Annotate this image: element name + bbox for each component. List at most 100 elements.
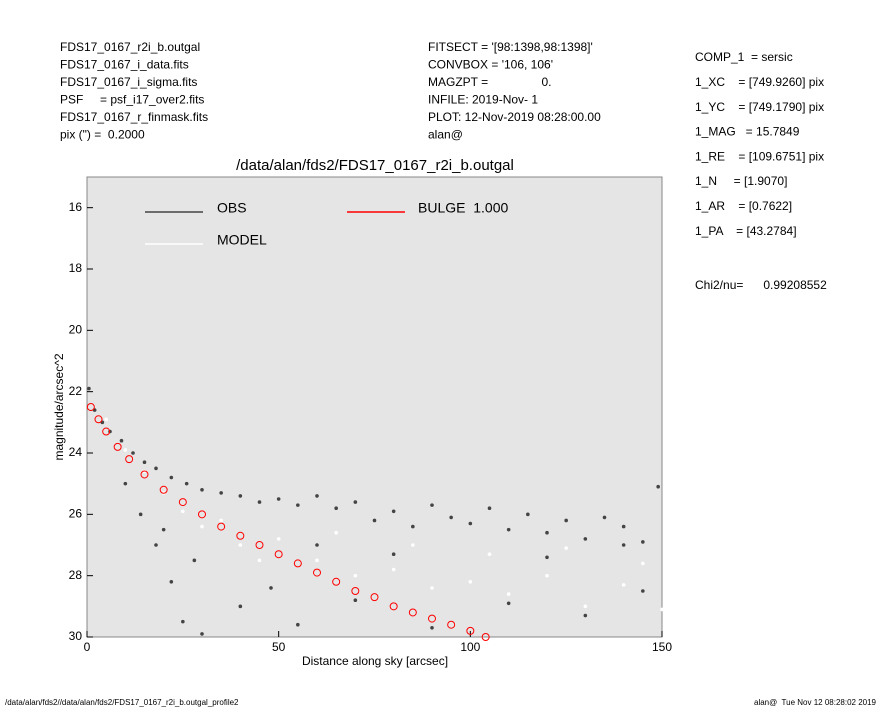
obs-point <box>334 506 338 511</box>
y-tick-label: 24 <box>69 445 83 459</box>
y-tick-label: 16 <box>69 200 83 214</box>
footer-right: alan@ Tue Nov 12 08:28:02 2019 <box>754 698 877 707</box>
obs-point <box>468 521 473 526</box>
bulge-point <box>236 531 245 540</box>
model-point <box>334 530 338 535</box>
model-point <box>181 509 185 514</box>
model-point <box>487 552 492 556</box>
obs-point <box>87 386 91 391</box>
obs-point <box>641 540 645 544</box>
obs-point <box>154 543 158 547</box>
bulge-point <box>198 510 206 519</box>
obs-point <box>621 524 626 529</box>
obs-point <box>353 500 358 504</box>
obs-point <box>564 518 568 523</box>
obs-point <box>526 512 530 517</box>
model-point <box>315 558 319 563</box>
bulge-point <box>447 620 456 629</box>
model-point <box>430 586 434 590</box>
model-point <box>257 558 262 563</box>
header-right-line: 1_AR = [0.7622] <box>695 199 792 213</box>
obs-point <box>238 494 243 498</box>
obs-point <box>487 506 492 511</box>
obs-point <box>131 451 135 455</box>
model-point <box>411 543 415 547</box>
header-right-line: 1_MAG = 15.7849 <box>695 125 800 139</box>
obs-point <box>430 626 434 630</box>
obs-point <box>545 555 549 560</box>
obs-point <box>296 622 300 627</box>
model-point <box>641 561 645 566</box>
model-point <box>200 524 204 529</box>
bulge-point <box>86 403 95 411</box>
bulge-point <box>125 455 134 464</box>
bulge-point <box>178 498 187 507</box>
model-point <box>660 607 664 612</box>
obs-point <box>621 543 626 547</box>
header-right-line: 1_YC = [749.1790] pix <box>695 100 824 114</box>
x-tick-label: 100 <box>460 640 480 654</box>
model-point <box>391 567 396 572</box>
obs-point <box>315 494 319 498</box>
bulge-point <box>217 522 226 531</box>
model-point <box>506 592 511 596</box>
model-point <box>564 546 568 550</box>
bulge-point <box>313 568 321 577</box>
obs-point <box>219 491 223 495</box>
obs-point <box>169 580 174 584</box>
bulge-point <box>481 633 490 641</box>
chi2: Chi2/nu= 0.99208552 <box>695 278 827 292</box>
obs-point <box>276 497 281 501</box>
header-left-line: FDS17_0167_r_finmask.fits <box>60 110 208 124</box>
obs-point <box>296 503 300 507</box>
obs-point <box>154 466 158 471</box>
obs-point <box>161 527 166 532</box>
model-point <box>219 518 223 523</box>
obs-point <box>353 598 358 602</box>
y-tick-label: 28 <box>69 568 83 582</box>
x-axis-label: Distance along sky [arcsec] <box>302 654 448 668</box>
header-right-line: 1_N = [1.9070] <box>695 174 787 188</box>
bulge-point <box>94 415 103 424</box>
obs-point <box>545 530 549 535</box>
header-middle-line: MAGZPT = 0. <box>428 75 551 89</box>
obs-point <box>142 460 147 465</box>
obs-point <box>583 537 588 541</box>
plot-area <box>86 176 663 638</box>
model-point <box>621 583 626 587</box>
legend-label: OBS <box>217 200 247 216</box>
obs-point <box>181 619 185 624</box>
header-middle-line: PLOT: 12-Nov-2019 08:28:00.00 <box>428 110 601 124</box>
obs-point <box>656 484 660 489</box>
model-point <box>468 580 473 584</box>
legend-label: BULGE 1.000 <box>418 200 508 216</box>
obs-point <box>411 524 415 529</box>
y-tick-label: 18 <box>69 261 83 275</box>
obs-point <box>449 515 453 520</box>
footer-left: /data/alan/fds2//data/alan/fds2/FDS17_01… <box>5 698 239 707</box>
obs-point <box>192 558 197 563</box>
header-right-line: 1_RE = [109.6751] pix <box>695 149 824 163</box>
obs-point <box>257 500 262 504</box>
header-left-line: FDS17_0167_r2i_b.outgal <box>60 40 200 54</box>
obs-point <box>169 475 174 480</box>
bulge-point <box>102 427 111 436</box>
model-point <box>276 537 281 541</box>
y-tick-label: 22 <box>69 384 83 398</box>
bulge-point <box>159 485 168 494</box>
header-left-line: FDS17_0167_i_data.fits <box>60 58 189 72</box>
x-tick-label: 50 <box>272 640 286 654</box>
obs-point <box>372 518 377 523</box>
y-tick-label: 26 <box>69 507 83 521</box>
bulge-point <box>113 442 122 451</box>
y-tick-label: 20 <box>69 323 83 337</box>
header-middle-line: CONVBOX = '106, 106' <box>428 58 553 72</box>
header-middle-line: alan@ <box>428 128 463 142</box>
header-middle-line: FITSECT = '[98:1398,98:1398]' <box>428 40 593 54</box>
legend-label: MODEL <box>217 232 267 248</box>
bulge-point <box>293 559 302 568</box>
obs-point <box>430 503 434 507</box>
obs-point <box>200 488 204 492</box>
x-tick-label: 0 <box>84 640 91 654</box>
